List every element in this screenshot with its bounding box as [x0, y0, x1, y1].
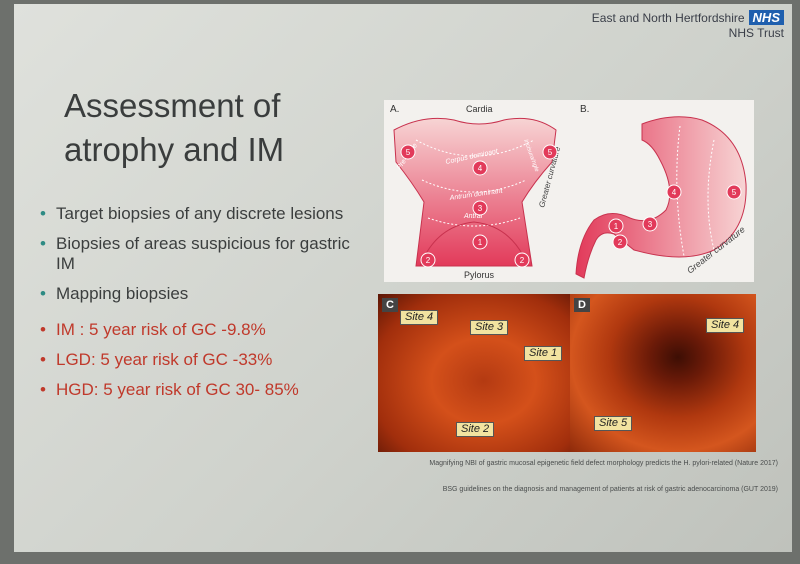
biopsy-marker [472, 234, 488, 250]
bullet-mapping-biopsies: Mapping biopsies [40, 284, 370, 304]
branding: East and North Hertfordshire NHS NHS Trus… [592, 10, 784, 41]
marker-group-a: 1 2 2 3 4 5 5 [400, 144, 558, 268]
biopsy-marker-label: 5 [732, 188, 737, 197]
biopsy-marker-label: 3 [478, 204, 483, 213]
stomach-a-shape [393, 117, 557, 267]
diagram-a-cardia-label: Cardia [466, 104, 493, 114]
bullet-list: Target biopsies of any discrete lesions … [40, 204, 370, 400]
region-line [415, 139, 535, 157]
biopsy-marker [400, 144, 416, 160]
site-label: Site 5 [594, 416, 633, 431]
biopsy-marker-label: 5 [406, 148, 411, 157]
biopsy-marker [514, 252, 530, 268]
biopsy-marker-label: 2 [520, 256, 525, 265]
site-label: Site 4 [400, 310, 439, 325]
region-line [427, 217, 521, 227]
nhs-logo: NHS [748, 10, 784, 25]
biopsy-marker [542, 144, 558, 160]
bullet-target-biopsies: Target biopsies of any discrete lesions [40, 204, 370, 224]
bullet-hgd-risk: HGD: 5 year risk of GC 30- 85% [40, 380, 370, 400]
stomach-diagrams: A. Cardia Pre-angle Corpus dominant Antr… [390, 104, 747, 280]
photo-d-letter: D [574, 298, 590, 312]
biopsy-marker [642, 216, 658, 232]
biopsy-marker [420, 252, 436, 268]
bullet-im-risk: IM : 5 year risk of GC -9.8% [40, 320, 370, 340]
biopsy-marker-label: 2 [426, 256, 431, 265]
region-line [421, 179, 527, 193]
photo-c-letter: C [382, 298, 398, 312]
biopsy-marker-label: 5 [548, 148, 553, 157]
biopsy-marker-label: 1 [614, 222, 619, 231]
reference-nature: Magnifying NBI of gastric mucosal epigen… [429, 460, 778, 467]
site-label: Site 2 [456, 422, 495, 437]
biopsy-marker-label: 2 [618, 238, 623, 247]
reference-gut: BSG guidelines on the diagnosis and mana… [442, 486, 778, 493]
biopsy-marker-label: 4 [478, 164, 483, 173]
slide-title: Assessment of atrophy and IM [64, 87, 285, 168]
region-line [419, 221, 529, 267]
bullet-suspicious-areas: Biopsies of areas suspicious for gastric… [40, 234, 370, 274]
org-name-line2: NHS Trust [728, 26, 784, 40]
endoscopy-photo-d: D Site 4 Site 5 [570, 294, 756, 452]
biopsy-marker [608, 218, 624, 234]
biopsy-marker-label: 1 [478, 238, 483, 247]
diagram-a-pylorus-label: Pylorus [464, 270, 495, 280]
site-label: Site 3 [470, 320, 509, 335]
biopsy-marker [472, 160, 488, 176]
biopsy-marker [612, 234, 628, 250]
biopsy-marker [472, 200, 488, 216]
org-name-line1: East and North Hertfordshire [591, 11, 745, 25]
slide: East and North Hertfordshire NHS NHS Trus… [14, 4, 792, 552]
marker-group-b: 1 2 3 4 5 [608, 184, 742, 250]
site-label: Site 4 [706, 318, 745, 333]
region-line [707, 139, 715, 251]
biopsy-marker [666, 184, 682, 200]
region-label: Antral [463, 213, 483, 220]
biopsy-marker [726, 184, 742, 200]
stomach-diagram-panel: A. Cardia Pre-angle Corpus dominant Antr… [384, 100, 754, 282]
biopsy-marker-label: 4 [672, 188, 677, 197]
diagram-b-letter: B. [580, 104, 589, 115]
site-label: Site 1 [524, 346, 563, 361]
biopsy-marker-label: 3 [648, 220, 653, 229]
bullet-lgd-risk: LGD: 5 year risk of GC -33% [40, 350, 370, 370]
endoscopy-photo-c: C Site 4 Site 3 Site 1 Site 2 [378, 294, 570, 452]
stomach-b-shape [575, 116, 747, 279]
diagram-a-letter: A. [390, 104, 399, 115]
